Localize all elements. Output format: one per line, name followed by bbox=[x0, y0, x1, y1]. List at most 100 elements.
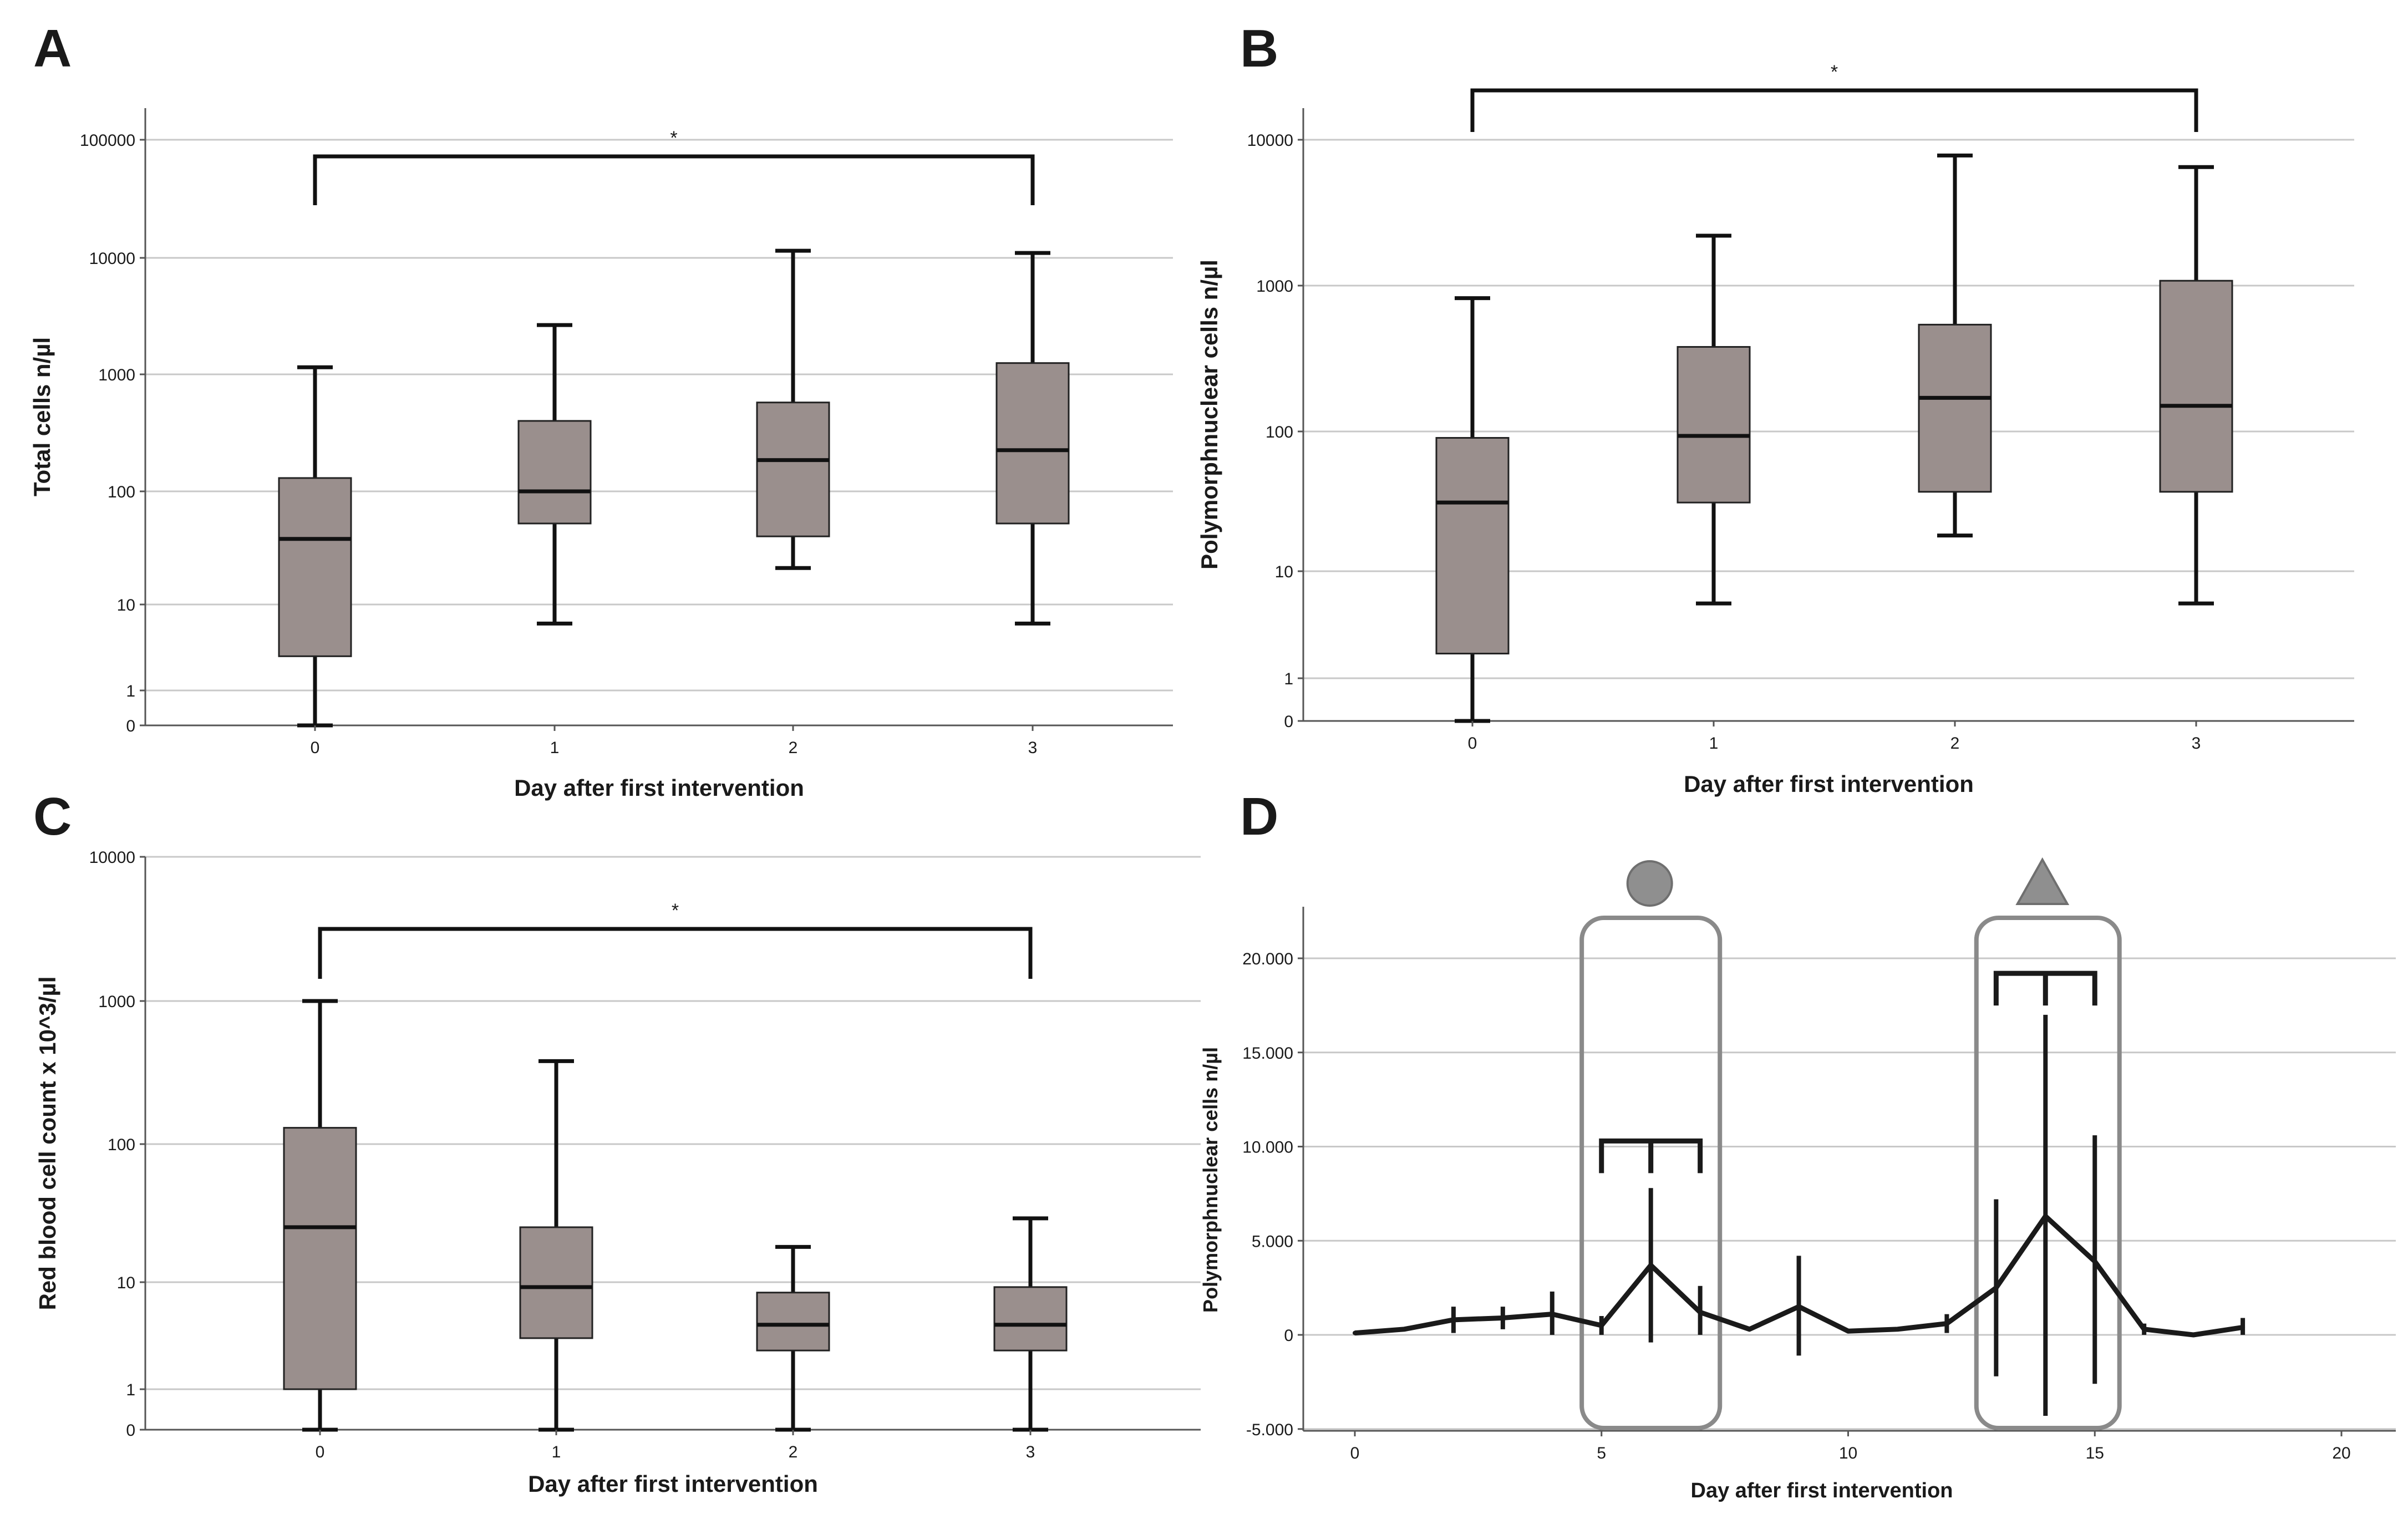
significance-star: * bbox=[670, 128, 677, 149]
highlight-window bbox=[1974, 916, 2122, 1430]
x-tick-label: 0 bbox=[311, 739, 320, 757]
panel-letter: D bbox=[1240, 787, 1278, 846]
data-point bbox=[2241, 1325, 2246, 1330]
y-tick-label: 15.000 bbox=[1242, 1044, 1293, 1063]
data-point bbox=[1994, 1286, 1999, 1291]
x-axis-title: Day after first intervention bbox=[528, 1471, 818, 1497]
y-tick-label: 0 bbox=[1284, 713, 1293, 731]
x-tick-label: 2 bbox=[789, 1443, 798, 1461]
significance-bracket bbox=[318, 927, 1033, 979]
data-point bbox=[1796, 1304, 1801, 1309]
y-axis-title: Red blood cell count x 10^3/µl bbox=[34, 977, 60, 1310]
y-axis-title: Total cells n/µl bbox=[29, 337, 55, 496]
x-tick-label: 10 bbox=[1839, 1444, 1857, 1462]
panel-letter: C bbox=[33, 787, 72, 846]
y-tick-label: 10000 bbox=[89, 849, 135, 867]
y-axis-title: Polymorphnuclear cells n/µl bbox=[1196, 260, 1222, 570]
y-tick-label: 1000 bbox=[98, 366, 135, 384]
y-tick-label: 100 bbox=[108, 1136, 135, 1154]
data-point bbox=[2043, 1214, 2048, 1219]
data-point bbox=[1747, 1327, 1752, 1332]
panel-d: D 20.000 15.000 10.000 5.000 0 -5.000 0 5 10 15 20 D… bbox=[1199, 787, 2396, 1502]
x-tick-label: 20 bbox=[2332, 1444, 2350, 1462]
panel-letter: A bbox=[33, 19, 72, 78]
y-tick-label: 5.000 bbox=[1252, 1232, 1293, 1251]
data-point bbox=[1895, 1327, 1900, 1332]
x-axis-title: Day after first intervention bbox=[1691, 1479, 1953, 1502]
y-tick-label: 0 bbox=[126, 717, 135, 735]
x-tick-label: 1 bbox=[550, 739, 560, 757]
comparison-bracket bbox=[1599, 1138, 1703, 1173]
y-tick-label: 10000 bbox=[1247, 131, 1293, 150]
data-point bbox=[1500, 1315, 1505, 1320]
y-tick-label: 1000 bbox=[1256, 277, 1293, 296]
comparison-bracket bbox=[1993, 971, 2097, 1006]
y-tick-label: 100 bbox=[108, 483, 135, 501]
triangle-marker-icon bbox=[2015, 857, 2070, 905]
data-point bbox=[1846, 1329, 1851, 1334]
y-tick-label: 1 bbox=[126, 1381, 135, 1399]
box-iqr bbox=[756, 402, 830, 537]
y-tick-label: 10.000 bbox=[1242, 1139, 1293, 1157]
data-point bbox=[2092, 1259, 2097, 1264]
x-tick-label: 15 bbox=[2086, 1444, 2104, 1462]
box-iqr bbox=[1435, 437, 1510, 655]
box-iqr bbox=[517, 420, 592, 525]
box-iqr bbox=[278, 477, 352, 657]
x-tick-label: 5 bbox=[1597, 1444, 1606, 1462]
box-iqr bbox=[995, 362, 1070, 525]
y-axis-title: Polymorphnuclear cells n/µl bbox=[1199, 1047, 1222, 1313]
x-axis-title: Day after first intervention bbox=[514, 775, 804, 801]
data-point bbox=[1648, 1263, 1653, 1268]
x-tick-label: 3 bbox=[1026, 1443, 1035, 1461]
y-tick-label: 1000 bbox=[98, 993, 135, 1011]
highlight-window bbox=[1579, 916, 1723, 1430]
box-iqr bbox=[2159, 280, 2233, 493]
significance-bracket bbox=[1470, 88, 2198, 132]
box-iqr bbox=[1677, 346, 1751, 504]
y-tick-label: 10 bbox=[1275, 563, 1293, 581]
y-tick-label: 100000 bbox=[80, 131, 135, 150]
circle-marker-icon bbox=[1626, 860, 1673, 907]
x-tick-label: 0 bbox=[1350, 1444, 1360, 1462]
y-tick-label: 10000 bbox=[89, 250, 135, 268]
significance-star: * bbox=[1831, 62, 1838, 83]
data-point bbox=[1550, 1312, 1554, 1317]
y-tick-label: 100 bbox=[1266, 423, 1293, 441]
x-tick-label: 2 bbox=[1950, 734, 1960, 753]
x-tick-label: 1 bbox=[552, 1443, 561, 1461]
significance-bracket bbox=[313, 154, 1035, 205]
data-point bbox=[1401, 1327, 1406, 1332]
x-tick-label: 0 bbox=[1468, 734, 1477, 753]
x-tick-label: 1 bbox=[1709, 734, 1719, 753]
panel-letter: B bbox=[1240, 19, 1278, 78]
y-tick-label: 10 bbox=[117, 596, 135, 614]
y-tick-label: 0 bbox=[126, 1421, 135, 1440]
x-tick-label: 3 bbox=[2192, 734, 2201, 753]
data-point bbox=[1599, 1323, 1604, 1328]
y-tick-label: 10 bbox=[117, 1274, 135, 1292]
data-point bbox=[1451, 1317, 1456, 1322]
box-iqr bbox=[993, 1286, 1068, 1352]
y-tick-label: 1 bbox=[126, 682, 135, 700]
data-point bbox=[1944, 1321, 1949, 1326]
data-point bbox=[1353, 1330, 1357, 1335]
x-tick-label: 0 bbox=[316, 1443, 325, 1461]
box-iqr bbox=[283, 1127, 357, 1390]
box-iqr bbox=[519, 1226, 593, 1339]
x-tick-label: 2 bbox=[789, 739, 798, 757]
data-point bbox=[2191, 1333, 2196, 1337]
significance-star: * bbox=[672, 900, 679, 921]
y-tick-label: 0 bbox=[1284, 1327, 1293, 1345]
box-iqr bbox=[756, 1292, 830, 1352]
y-tick-label: 1 bbox=[1284, 670, 1293, 688]
y-tick-label: 20.000 bbox=[1242, 950, 1293, 968]
box-iqr bbox=[1918, 323, 1992, 493]
x-tick-label: 3 bbox=[1028, 739, 1038, 757]
data-point bbox=[1698, 1310, 1703, 1315]
y-tick-label: -5.000 bbox=[1246, 1421, 1293, 1439]
